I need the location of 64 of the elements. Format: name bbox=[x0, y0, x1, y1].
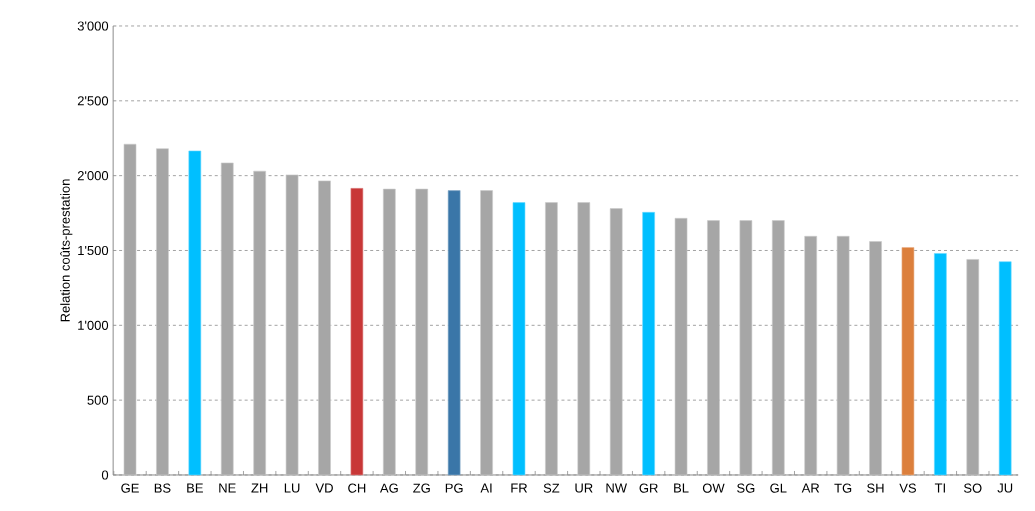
bar bbox=[901, 247, 915, 476]
bar bbox=[123, 143, 137, 476]
bar bbox=[707, 220, 720, 476]
x-tick-label: PG bbox=[445, 483, 463, 493]
x-tick-label: BE bbox=[187, 483, 203, 493]
y-tick-label: 500 bbox=[87, 395, 109, 405]
bar bbox=[674, 218, 688, 476]
x-tick-label: VD bbox=[315, 483, 333, 493]
x-tick-label: SO bbox=[963, 483, 982, 493]
x-tick-label: BL bbox=[674, 483, 689, 493]
x-tick-label: UR bbox=[575, 483, 593, 493]
bar bbox=[804, 235, 817, 476]
bar bbox=[577, 202, 591, 476]
bar bbox=[545, 202, 558, 476]
bar bbox=[480, 190, 493, 476]
x-tick-label: OW bbox=[702, 483, 725, 493]
bar bbox=[772, 220, 785, 476]
x-tick-label: AR bbox=[801, 483, 820, 493]
x-tick-label: GL bbox=[770, 483, 787, 493]
bar bbox=[447, 190, 461, 476]
x-tick-label: AI bbox=[480, 483, 492, 493]
x-tick-label: BS bbox=[154, 483, 171, 493]
x-tick-label: FR bbox=[511, 483, 528, 493]
bar bbox=[836, 235, 850, 476]
x-tick-label: ZH bbox=[251, 483, 268, 493]
y-tick-label: 2'500 bbox=[77, 96, 109, 106]
x-tick-label: LU bbox=[284, 483, 300, 493]
x-tick-label: SH bbox=[867, 483, 884, 493]
bar bbox=[253, 170, 266, 476]
x-tick-label: VS bbox=[899, 483, 917, 493]
y-tick-label: 3'000 bbox=[77, 21, 109, 31]
x-tick-label: SG bbox=[737, 483, 755, 493]
bar bbox=[642, 212, 655, 476]
y-tick-label: 0 bbox=[101, 470, 109, 480]
y-tick-label: 1'500 bbox=[78, 245, 109, 256]
y-axis-title: Relation coûts-prestation bbox=[60, 179, 73, 322]
y-tick-label: 1'000 bbox=[78, 320, 109, 330]
bar bbox=[318, 180, 331, 476]
x-tick-label: NW bbox=[606, 483, 627, 493]
x-tick-label: GE bbox=[121, 483, 139, 493]
x-tick-label: GR bbox=[639, 483, 658, 493]
bar bbox=[285, 174, 299, 476]
bar bbox=[383, 188, 396, 476]
y-tick-label: 2'000 bbox=[77, 171, 109, 181]
bar bbox=[415, 188, 429, 476]
bar bbox=[350, 188, 364, 476]
bar bbox=[869, 241, 882, 476]
bar bbox=[512, 202, 526, 476]
x-tick-label: ZG bbox=[413, 483, 430, 493]
x-tick-label: AG bbox=[379, 483, 398, 493]
x-tick-label: CH bbox=[348, 483, 366, 493]
bar bbox=[966, 259, 980, 476]
x-tick-label: TI bbox=[934, 483, 945, 493]
bar bbox=[220, 162, 234, 476]
bar bbox=[609, 208, 623, 476]
x-tick-label: SZ bbox=[543, 483, 560, 493]
bar bbox=[156, 148, 169, 476]
bar bbox=[934, 253, 947, 476]
bar bbox=[739, 220, 753, 476]
x-tick-label: NE bbox=[219, 483, 236, 493]
bar bbox=[998, 261, 1012, 476]
x-tick-label: TG bbox=[834, 483, 852, 493]
bar bbox=[188, 150, 202, 476]
x-tick-label: JU bbox=[997, 483, 1013, 493]
